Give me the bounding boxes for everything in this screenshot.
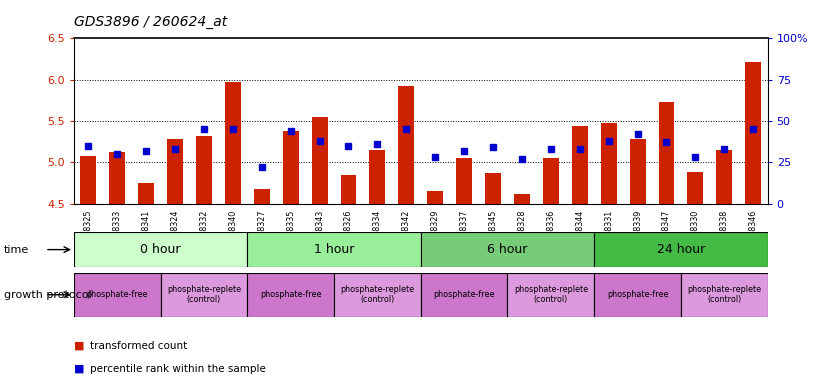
Bar bbox=[312, 117, 328, 204]
Bar bbox=[485, 173, 501, 204]
Bar bbox=[687, 172, 704, 204]
Bar bbox=[398, 86, 415, 204]
Text: ■: ■ bbox=[74, 364, 85, 374]
Bar bbox=[341, 175, 356, 204]
Text: transformed count: transformed count bbox=[90, 341, 187, 351]
Bar bbox=[247, 232, 421, 267]
Text: phosphate-replete
(control): phosphate-replete (control) bbox=[514, 285, 588, 305]
Bar bbox=[74, 232, 247, 267]
Bar bbox=[282, 131, 299, 204]
Bar bbox=[369, 150, 385, 204]
Bar bbox=[138, 183, 154, 204]
Bar bbox=[507, 273, 594, 317]
Bar bbox=[80, 156, 96, 204]
Bar bbox=[421, 273, 507, 317]
Bar bbox=[167, 139, 183, 204]
Bar bbox=[514, 194, 530, 204]
Text: 24 hour: 24 hour bbox=[657, 243, 705, 256]
Text: ■: ■ bbox=[74, 341, 85, 351]
Bar bbox=[681, 273, 768, 317]
Bar bbox=[745, 61, 761, 204]
Bar bbox=[196, 136, 212, 204]
Bar bbox=[543, 158, 559, 204]
Text: 6 hour: 6 hour bbox=[488, 243, 528, 256]
Bar bbox=[427, 191, 443, 204]
Text: phosphate-free: phosphate-free bbox=[607, 290, 668, 299]
Text: 1 hour: 1 hour bbox=[314, 243, 354, 256]
Text: phosphate-replete
(control): phosphate-replete (control) bbox=[687, 285, 761, 305]
Bar bbox=[247, 273, 334, 317]
Bar bbox=[456, 158, 472, 204]
Text: percentile rank within the sample: percentile rank within the sample bbox=[90, 364, 266, 374]
Bar bbox=[109, 152, 125, 204]
Text: phosphate-replete
(control): phosphate-replete (control) bbox=[167, 285, 241, 305]
Bar bbox=[571, 126, 588, 204]
Bar bbox=[225, 82, 241, 204]
Bar bbox=[421, 232, 594, 267]
Text: phosphate-free: phosphate-free bbox=[86, 290, 148, 299]
Bar bbox=[594, 273, 681, 317]
Bar bbox=[161, 273, 247, 317]
Bar bbox=[601, 122, 617, 204]
Bar bbox=[630, 139, 645, 204]
Bar bbox=[74, 273, 161, 317]
Text: growth protocol: growth protocol bbox=[4, 290, 92, 300]
Text: 0 hour: 0 hour bbox=[140, 243, 181, 256]
Bar bbox=[254, 189, 270, 204]
Text: GDS3896 / 260624_at: GDS3896 / 260624_at bbox=[74, 15, 227, 29]
Bar bbox=[717, 150, 732, 204]
Bar bbox=[594, 232, 768, 267]
Bar bbox=[334, 273, 421, 317]
Text: phosphate-replete
(control): phosphate-replete (control) bbox=[341, 285, 415, 305]
Text: time: time bbox=[4, 245, 30, 255]
Text: phosphate-free: phosphate-free bbox=[260, 290, 322, 299]
Text: phosphate-free: phosphate-free bbox=[433, 290, 495, 299]
Bar bbox=[658, 102, 674, 204]
